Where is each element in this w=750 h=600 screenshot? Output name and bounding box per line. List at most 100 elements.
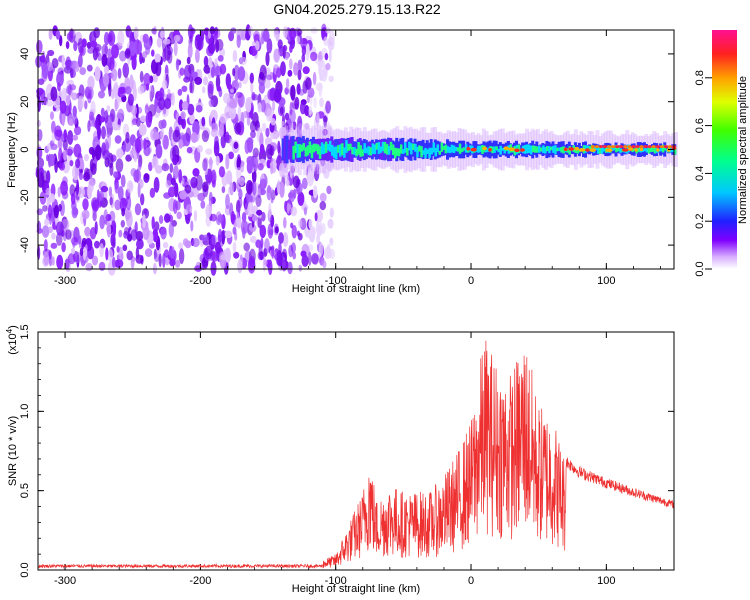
noise-speckle bbox=[207, 175, 211, 186]
noise-speckle bbox=[111, 88, 115, 100]
noise-speckle bbox=[111, 44, 119, 59]
band-core bbox=[300, 144, 303, 152]
noise-speckle bbox=[290, 222, 294, 229]
noise-speckle bbox=[65, 148, 73, 156]
noise-speckle bbox=[158, 253, 162, 268]
noise-speckle bbox=[86, 41, 92, 49]
noise-speckle bbox=[266, 185, 272, 201]
band-core bbox=[359, 145, 362, 157]
noise-speckle bbox=[195, 104, 203, 113]
noise-speckle bbox=[224, 230, 233, 239]
noise-speckle bbox=[66, 32, 74, 42]
noise-speckle bbox=[116, 148, 124, 159]
noise-speckle bbox=[324, 246, 332, 260]
band-core bbox=[442, 146, 446, 150]
noise-speckle bbox=[308, 105, 313, 116]
band-core bbox=[292, 145, 295, 160]
noise-speckle bbox=[70, 192, 76, 205]
noise-speckle bbox=[145, 112, 152, 128]
band-core bbox=[414, 143, 417, 152]
noise-speckle bbox=[259, 224, 267, 239]
noise-speckle bbox=[265, 51, 270, 67]
noise-speckle bbox=[270, 118, 276, 126]
noise-speckle bbox=[205, 204, 212, 219]
noise-speckle bbox=[258, 81, 266, 94]
noise-speckle bbox=[293, 62, 299, 76]
noise-speckle bbox=[186, 204, 193, 214]
noise-speckle bbox=[111, 256, 116, 269]
noise-speckle bbox=[50, 143, 58, 150]
noise-speckle bbox=[193, 210, 198, 222]
noise-speckle bbox=[225, 153, 230, 170]
noise-speckle bbox=[228, 151, 235, 160]
noise-speckle bbox=[41, 63, 49, 79]
noise-speckle bbox=[176, 211, 182, 220]
band-core bbox=[669, 148, 673, 153]
noise-speckle bbox=[106, 130, 110, 139]
noise-speckle bbox=[230, 27, 237, 34]
spectrogram-y-axis-label: Frequency (Hz) bbox=[6, 112, 18, 188]
noise-speckle bbox=[278, 232, 284, 244]
band-core bbox=[613, 146, 616, 151]
noise-speckle bbox=[115, 259, 124, 268]
noise-speckle bbox=[131, 118, 138, 126]
noise-speckle bbox=[115, 158, 124, 173]
noise-speckle bbox=[272, 100, 276, 112]
noise-speckle bbox=[65, 229, 72, 240]
noise-speckle bbox=[81, 38, 87, 48]
noise-speckle bbox=[307, 87, 315, 98]
noise-speckle bbox=[273, 29, 279, 38]
band-core bbox=[381, 141, 385, 152]
noise-speckle bbox=[296, 35, 301, 45]
y-tick-label: 20 bbox=[19, 96, 31, 108]
band-core bbox=[375, 142, 379, 150]
band-hotspot bbox=[639, 147, 644, 151]
band-core bbox=[560, 147, 563, 153]
band-core bbox=[312, 143, 316, 153]
band-body bbox=[281, 138, 285, 161]
noise-speckle bbox=[83, 172, 91, 182]
noise-speckle bbox=[325, 62, 331, 71]
noise-speckle bbox=[46, 154, 49, 162]
noise-speckle bbox=[70, 68, 76, 78]
noise-speckle bbox=[195, 174, 203, 191]
noise-speckle bbox=[117, 68, 122, 79]
noise-speckle bbox=[48, 193, 56, 203]
noise-speckle bbox=[278, 162, 285, 178]
band-core bbox=[416, 146, 419, 158]
noise-speckle bbox=[97, 125, 101, 140]
noise-speckle bbox=[57, 186, 61, 198]
noise-speckle bbox=[181, 85, 188, 93]
noise-speckle bbox=[246, 116, 251, 126]
noise-speckle bbox=[119, 197, 127, 212]
noise-speckle bbox=[201, 234, 209, 242]
noise-speckle bbox=[234, 122, 242, 135]
noise-speckle bbox=[292, 175, 300, 189]
x-tick-label: -100 bbox=[325, 575, 347, 587]
noise-speckle bbox=[175, 58, 180, 71]
band-core bbox=[444, 144, 448, 154]
band-core bbox=[397, 148, 401, 157]
noise-speckle bbox=[323, 36, 328, 46]
noise-speckle bbox=[217, 214, 224, 223]
band-core bbox=[351, 147, 354, 155]
band-core bbox=[501, 147, 504, 151]
x-tick-label: -200 bbox=[189, 275, 211, 287]
band-core bbox=[462, 147, 466, 151]
band-core bbox=[373, 144, 377, 155]
noise-speckle bbox=[151, 49, 155, 57]
noise-speckle bbox=[271, 246, 275, 259]
band-core bbox=[531, 145, 535, 153]
noise-speckle bbox=[252, 214, 257, 222]
noise-speckle bbox=[211, 234, 217, 246]
noise-speckle bbox=[64, 258, 70, 270]
noise-speckle bbox=[120, 174, 126, 188]
band-core bbox=[661, 144, 665, 153]
noise-speckle bbox=[81, 209, 90, 220]
noise-speckle bbox=[161, 119, 167, 129]
noise-speckle bbox=[71, 236, 79, 246]
noise-speckle bbox=[260, 30, 265, 45]
band-core bbox=[454, 147, 458, 152]
noise-speckle bbox=[127, 93, 134, 106]
snr-y-axis-label: SNR (10 * v/v) bbox=[7, 416, 19, 486]
